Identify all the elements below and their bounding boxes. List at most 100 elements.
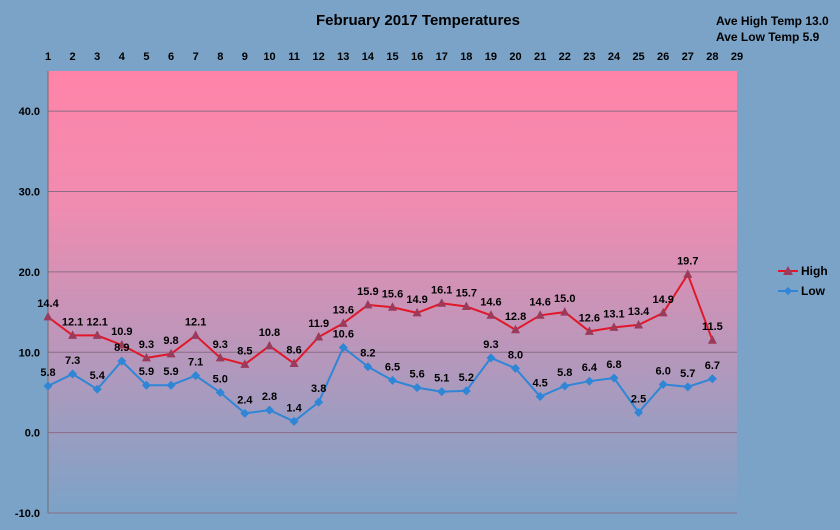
x-tick-label: 24: [608, 51, 621, 63]
high-data-label: 15.7: [456, 287, 477, 299]
low-point: [240, 408, 250, 418]
low-data-label: 5.8: [557, 367, 572, 379]
x-tick-label: 8: [217, 51, 223, 63]
x-tick-label: 4: [119, 51, 126, 63]
low-data-label: 8.2: [360, 348, 375, 360]
low-point: [314, 397, 324, 407]
low-point: [166, 380, 176, 390]
low-data-label: 2.8: [262, 391, 277, 403]
low-data-label: 6.8: [606, 359, 621, 371]
high-point: [240, 359, 250, 368]
low-data-label: 5.6: [409, 369, 424, 381]
high-data-label: 14.6: [529, 296, 550, 308]
legend: High Low: [778, 264, 828, 298]
high-data-label: 12.1: [185, 316, 206, 328]
x-tick-label: 15: [386, 51, 398, 63]
x-tick-label: 17: [436, 51, 448, 63]
high-point: [584, 326, 594, 335]
high-point: [141, 352, 151, 362]
high-data-label: 14.9: [406, 294, 427, 306]
x-tick-label: 11: [288, 51, 300, 63]
low-point: [338, 342, 348, 352]
low-point: [511, 363, 521, 373]
high-point: [683, 269, 693, 278]
low-point: [560, 381, 570, 391]
low-point: [117, 356, 127, 366]
low-data-label: 6.4: [582, 362, 598, 374]
low-point: [584, 376, 594, 386]
y-tick-label: 40.0: [19, 106, 40, 118]
x-tick-label: 28: [706, 51, 718, 63]
high-data-label: 14.9: [652, 294, 673, 306]
low-data-label: 9.3: [483, 339, 498, 351]
low-point: [535, 391, 545, 401]
low-data-label: 8.0: [508, 349, 523, 361]
low-point: [264, 405, 274, 415]
high-data-label: 19.7: [677, 255, 698, 267]
low-point: [92, 384, 102, 394]
x-tick-label: 5: [143, 51, 149, 63]
y-tick-label: 10.0: [19, 347, 40, 359]
x-tick-label: 3: [94, 51, 100, 63]
high-point: [338, 318, 348, 327]
low-point: [461, 386, 471, 396]
legend-low-label: Low: [801, 284, 826, 298]
x-tick-label: 25: [632, 51, 644, 63]
high-data-label: 8.5: [237, 345, 252, 357]
series-line-low: [47, 345, 713, 423]
x-tick-label: 6: [168, 51, 174, 63]
low-data-label: 5.1: [434, 373, 449, 385]
low-data-label: 5.8: [40, 367, 55, 379]
high-data-label: 15.6: [382, 288, 403, 300]
low-point: [412, 383, 422, 393]
low-point: [215, 387, 225, 397]
high-data-label: 10.9: [111, 326, 132, 338]
y-tick-label: 0.0: [25, 428, 40, 440]
legend-low-marker: [784, 287, 792, 295]
high-point: [461, 301, 471, 310]
low-point: [437, 387, 447, 397]
x-tick-label: 20: [509, 51, 521, 63]
high-point: [634, 319, 644, 329]
low-data-label: 7.3: [65, 355, 80, 367]
low-data-label: 4.5: [532, 377, 547, 389]
high-data-label: 10.8: [259, 327, 280, 339]
low-data-label: 2.4: [237, 394, 253, 406]
high-point: [363, 299, 373, 309]
low-point: [388, 375, 397, 385]
x-tick-label: 18: [460, 51, 472, 63]
low-point: [634, 408, 644, 418]
high-point: [166, 348, 176, 358]
low-data-label: 6.5: [385, 361, 400, 373]
x-tick-label: 1: [45, 51, 51, 63]
chart-title: February 2017 Temperatures: [316, 12, 520, 29]
low-data-label: 5.7: [680, 368, 695, 380]
ave-low-annotation: Ave Low Temp 5.9: [716, 30, 820, 44]
series-line-high: [47, 272, 714, 366]
low-data-label: 3.8: [311, 383, 326, 395]
high-point: [92, 330, 102, 339]
high-point: [658, 307, 668, 317]
high-point: [511, 324, 521, 334]
x-tick-label: 29: [731, 51, 743, 63]
high-data-label: 15.0: [554, 293, 575, 305]
low-data-label: 8.9: [114, 342, 129, 354]
high-point: [43, 311, 53, 321]
low-point: [68, 369, 78, 379]
high-data-label: 12.1: [62, 316, 83, 328]
legend-high-marker: [783, 266, 793, 275]
high-data-label: 13.4: [628, 306, 650, 318]
low-point: [486, 353, 496, 363]
low-data-label: 5.2: [459, 372, 474, 384]
high-data-label: 13.6: [333, 304, 354, 316]
low-data-label: 5.9: [163, 366, 178, 378]
low-point: [43, 381, 53, 391]
high-point: [215, 352, 225, 362]
low-data-label: 5.9: [139, 366, 154, 378]
low-point: [707, 374, 717, 384]
y-tick-label: -10.0: [15, 508, 40, 520]
high-data-label: 9.3: [139, 339, 154, 351]
low-data-label: 2.5: [631, 394, 646, 406]
low-point: [683, 382, 693, 392]
